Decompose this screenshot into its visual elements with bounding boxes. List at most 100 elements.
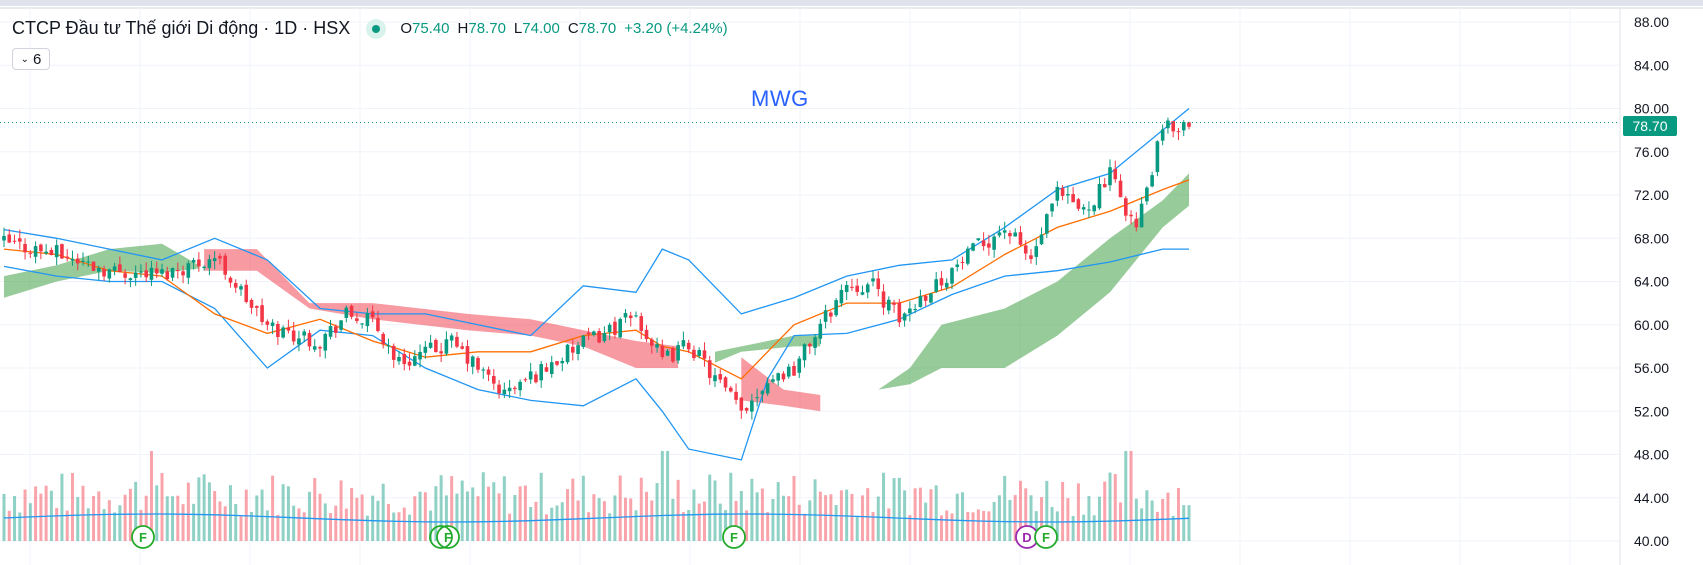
candle-body (844, 284, 849, 293)
volume-bar (155, 485, 159, 541)
volume-bar (555, 505, 559, 541)
volume-bar (792, 476, 796, 541)
volume-bar (1097, 496, 1101, 541)
open-value: O75.40 (400, 20, 450, 37)
earnings-marker[interactable]: F (436, 525, 460, 549)
candle-body (144, 270, 148, 278)
market-status-icon[interactable] (366, 18, 387, 39)
volume-bar (1008, 499, 1012, 541)
volume-bar (1171, 515, 1175, 541)
volume-bar (518, 486, 522, 541)
candle-body (323, 333, 328, 351)
candle-body (1002, 230, 1007, 233)
candle-body (481, 369, 486, 371)
volume-bar (429, 510, 433, 541)
volume-bar (302, 512, 306, 541)
candle-body (671, 348, 675, 362)
candle-body (1066, 194, 1070, 196)
earnings-marker[interactable]: F (722, 525, 746, 549)
y-tick-label: 52.00 (1634, 403, 1669, 419)
candle-body (818, 323, 823, 339)
volume-bar (97, 491, 101, 541)
candle-body (944, 282, 949, 288)
candle-body (718, 374, 723, 380)
top-border (0, 0, 1703, 6)
candle-body (771, 379, 775, 382)
volume-bar (1145, 490, 1149, 541)
candle-body (713, 375, 717, 382)
event-label: F (444, 530, 452, 545)
volume-bar (371, 495, 375, 541)
volume-bar (945, 510, 949, 541)
volume-bar (239, 515, 243, 541)
earnings-marker[interactable]: F (131, 525, 155, 549)
candle-body (623, 312, 628, 318)
volume-bar (1182, 505, 1186, 541)
candle-body (270, 322, 275, 326)
candle-body (607, 324, 612, 333)
candle-body (860, 292, 865, 295)
candlesticks (2, 117, 1191, 420)
candle-body (697, 350, 701, 356)
volume-bar (160, 473, 164, 541)
volume-bar (903, 490, 907, 541)
candle-body (228, 277, 233, 283)
candle-body (1155, 141, 1160, 173)
indicators-toggle-button[interactable]: ⌄ 6 (12, 48, 50, 70)
candle-body (186, 263, 191, 278)
candle-body (1176, 131, 1181, 133)
candle-body (902, 313, 907, 321)
candle-body (28, 252, 33, 254)
volume-bar (1140, 508, 1144, 541)
candle-body (312, 346, 317, 350)
earnings-marker[interactable]: F (1034, 525, 1058, 549)
y-tick-label: 68.00 (1634, 230, 1669, 246)
volume-bar (44, 485, 48, 541)
volume-bar (1082, 514, 1086, 541)
candle-body (49, 249, 54, 256)
volume-bar (982, 510, 986, 541)
y-tick-label: 88.00 (1634, 14, 1669, 30)
volume-bar (639, 477, 643, 541)
symbol-title[interactable]: CTCP Đầu tư Thế giới Di động · 1D · HSX (12, 18, 351, 38)
candle-body (823, 310, 828, 322)
candle-body (1087, 209, 1091, 211)
candle-body (955, 264, 960, 268)
volume-bar (534, 501, 538, 541)
candle-body (402, 354, 407, 365)
candle-body (470, 356, 475, 367)
volume-bar (171, 496, 175, 541)
candle-body (813, 337, 817, 348)
candle-body (1134, 218, 1139, 228)
candle-body (381, 333, 385, 344)
candle-body (291, 330, 296, 342)
volume-bar (1024, 488, 1028, 541)
volume-bar (871, 512, 875, 541)
candle-body (197, 259, 201, 267)
candle-body (7, 234, 12, 243)
volume-bar (339, 480, 343, 541)
volume-bar (508, 513, 512, 541)
volume-bar (213, 491, 217, 541)
volume-bar (1066, 498, 1070, 541)
volume-bar (323, 503, 327, 541)
candle-body (428, 342, 433, 348)
volume-bar (566, 489, 570, 541)
candle-body (586, 332, 591, 335)
candle-body (54, 245, 59, 258)
candle-body (776, 373, 780, 381)
volume-bar (997, 495, 1001, 541)
candle-body (555, 361, 559, 365)
volume-bar (987, 511, 991, 541)
candle-body (1097, 183, 1102, 209)
volume-bar (1119, 502, 1123, 541)
cloud-bearish (204, 249, 679, 368)
volume-bar (39, 493, 43, 541)
candle-body (318, 347, 322, 349)
volume-bar (149, 451, 153, 541)
grid (0, 8, 1620, 565)
volume-bar (755, 492, 759, 541)
volume-bar (955, 493, 959, 541)
